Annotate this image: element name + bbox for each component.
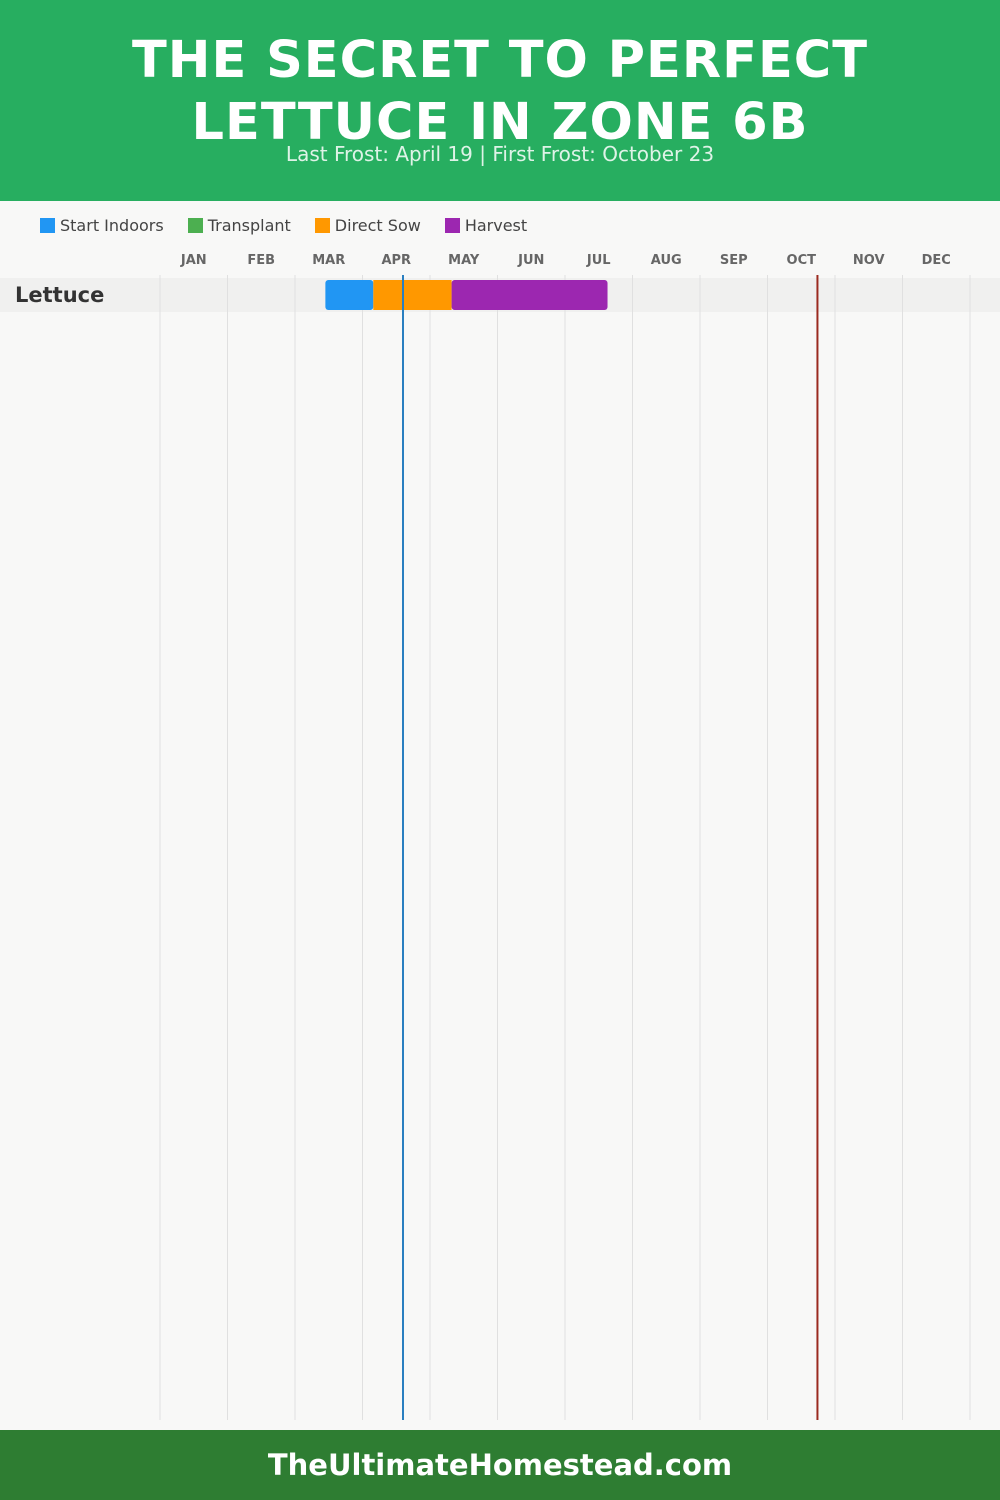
month-label: MAR (312, 253, 345, 268)
month-label: NOV (853, 253, 885, 268)
month-label: MAY (448, 253, 480, 268)
legend-item: Harvest (444, 215, 528, 235)
month-label: AUG (651, 253, 682, 268)
site-link[interactable]: TheUltimateHomestead.com (267, 1448, 733, 1482)
footer-banner: TheUltimateHomestead.com (0, 1430, 1000, 1500)
bar-segment-harvest (451, 280, 608, 310)
legend-label: Direct Sow (334, 215, 421, 235)
legend-label: Harvest (464, 215, 528, 235)
month-label: FEB (247, 253, 275, 268)
legend-swatch (40, 217, 55, 233)
month-label: JUN (517, 253, 544, 268)
header-banner: THE SECRET TO PERFECT LETTUCE IN ZONE 6B… (0, 0, 1000, 201)
legend-swatch (444, 217, 460, 233)
page-title: THE SECRET TO PERFECT LETTUCE IN ZONE 6B (0, 30, 1000, 154)
chart-legend: Start Indoors Transplant Direct Sow Harvest (40, 214, 551, 236)
legend-label: Transplant (207, 215, 291, 235)
month-label: JUL (586, 253, 611, 268)
title-line-2: LETTUCE IN ZONE 6B (191, 93, 809, 152)
planting-calendar-chart: JAN FEB MAR APR MAY JUN JUL AUG SEP OCT NOV DEC Lett… (15, 253, 971, 1420)
month-label: OCT (787, 253, 817, 268)
month-label: APR (381, 253, 411, 268)
month-label: SEP (720, 253, 748, 268)
month-label: DEC (922, 253, 951, 268)
bar-segment-direct-sow (373, 280, 452, 310)
frost-dates-subtitle: Last Frost: April 19 | First Frost: Octo… (285, 142, 715, 166)
legend-item: Direct Sow (314, 215, 421, 235)
legend-swatch (314, 217, 330, 233)
title-line-1: THE SECRET TO PERFECT (132, 31, 868, 90)
legend-swatch (187, 217, 203, 233)
legend-item: Start Indoors (40, 216, 164, 235)
legend-item: Transplant (187, 215, 291, 235)
legend-label: Start Indoors (60, 215, 164, 235)
crop-label: Lettuce (15, 283, 104, 307)
bar-segment-start-indoors (325, 280, 374, 310)
month-label: JAN (180, 253, 207, 268)
